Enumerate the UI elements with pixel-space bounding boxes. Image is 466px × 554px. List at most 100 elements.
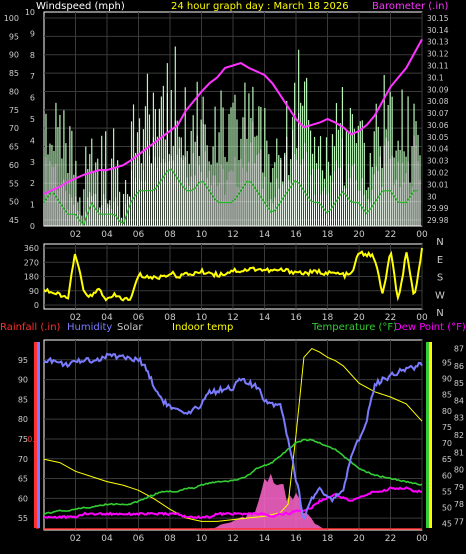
direction-x-label: 18: [322, 313, 334, 323]
wind-baro-x-label: 20: [353, 230, 365, 240]
indoor-temp-tick-label: 78: [454, 500, 464, 509]
humidity-legend: Humidity: [67, 322, 112, 333]
windspeed-inner-tick-label: 2: [30, 179, 35, 188]
windspeed-inner-tick-label: 6: [30, 94, 35, 103]
indoor-temp-tick-label: 79: [454, 483, 464, 492]
compass-label: E: [437, 255, 443, 266]
compass-label: W: [435, 290, 445, 301]
humidity-tick-label: 75: [18, 435, 28, 444]
direction-x-label: 02: [70, 313, 81, 323]
windspeed-tick-label: 100: [4, 14, 19, 23]
direction-tick-label: 90: [29, 287, 39, 296]
temperature-tick-label: 80: [442, 407, 452, 416]
windspeed-inner-tick-label: 5: [30, 115, 35, 124]
indoor-temp-ticks: 77 78 79 80 81 82 83 84 85 86 87: [454, 345, 464, 527]
indoor-temp-tick-label: 85: [454, 379, 464, 388]
indoor-temp-line: [43, 347, 423, 522]
windspeed-tick-label: 70: [9, 124, 19, 133]
temperature-axis-bar: [426, 342, 429, 528]
rainfall-tick-label: 0.1: [27, 435, 40, 444]
windspeed-inner-tick-label: 9: [30, 29, 35, 38]
barometer-tick-label: 30.08: [427, 97, 449, 106]
temperature-tick-label: 60: [442, 471, 452, 480]
windspeed-inner-tick-label: 0: [30, 222, 35, 231]
windspeed-inner-ticks: 0 1 2 3 4 5 6 7 8 9 10: [25, 8, 35, 231]
graph-title: 24 hour graph day : March 18 2026: [171, 1, 349, 12]
barometer-tick-label: 30.01: [427, 180, 449, 189]
windspeed-tick-label: 90: [9, 51, 19, 60]
temperature-tick-label: 85: [442, 391, 452, 400]
temperature-tick-label: 55: [442, 487, 452, 496]
wind-baro-x-label: 02: [70, 230, 81, 240]
wind-baro-x-label: 10: [196, 230, 208, 240]
wind-baro-x-label: 22: [385, 230, 396, 240]
humidity-axis-bar: [37, 342, 40, 528]
direction-x-label: 06: [133, 313, 145, 323]
dew-point-line: [43, 486, 422, 520]
wind-baro-x-label: 00: [416, 230, 428, 240]
temp-humidity-x-label: 22: [385, 534, 396, 544]
indoor-temp-tick-label: 83: [454, 414, 464, 423]
direction-tick-label: 180: [24, 273, 39, 282]
barometer-tick-label: 30.13: [427, 38, 449, 47]
windspeed-tick-label: 75: [9, 106, 19, 115]
indoor-temp-tick-label: 87: [454, 345, 464, 354]
humidity-tick-label: 95: [18, 356, 28, 365]
wind-baro-x-ticks: 02 04 06 08 10 12 14 16 18 20 22 00: [70, 230, 428, 240]
windspeed-tick-label: 55: [9, 179, 19, 188]
direction-x-label: 20: [353, 313, 365, 323]
compass-label: S: [437, 273, 443, 284]
indoor-temp-axis-bar: [429, 342, 432, 528]
direction-x-label: 10: [196, 313, 208, 323]
wind-baro-x-label: 04: [101, 230, 113, 240]
windspeed-inner-tick-label: 8: [30, 51, 35, 60]
temp-humidity-x-label: 16: [290, 534, 302, 544]
barometer-tick-label: 30.07: [427, 109, 449, 118]
solar-legend: Solar: [117, 322, 143, 333]
humidity-tick-label: 80: [18, 415, 28, 424]
temp-humidity-x-label: 00: [416, 534, 428, 544]
direction-degree-ticks: 0 90 180 270 360: [24, 244, 39, 310]
barometer-tick-label: 30: [427, 192, 437, 201]
indoor-temp-tick-label: 84: [454, 396, 464, 405]
temp-humidity-x-label: 12: [227, 534, 238, 544]
barometer-tick-label: 30.14: [427, 26, 449, 35]
rainfall-legend: Rainfall (.in): [0, 322, 61, 333]
indoor-temp-tick-label: 80: [454, 466, 464, 475]
windspeed-tick-label: 45: [9, 216, 19, 225]
indoor-temp-tick-label: 86: [454, 362, 464, 371]
barometer-line: [43, 38, 423, 195]
temperature-tick-label: 50: [442, 503, 452, 512]
temp-humidity-x-label: 14: [259, 534, 271, 544]
temp-humidity-x-ticks: 02 04 06 08 10 12 14 16 18 20 22 00: [70, 534, 428, 544]
wind-baro-x-label: 08: [164, 230, 176, 240]
wind-direction-line: [43, 247, 423, 302]
direction-x-ticks: 02 04 06 08 10 12 14 16 18 20 22 00: [70, 313, 428, 323]
barometer-tick-label: 30.02: [427, 169, 449, 178]
humidity-line: [43, 352, 423, 521]
direction-x-label: 04: [101, 313, 113, 323]
direction-x-label: 08: [164, 313, 176, 323]
windspeed-tick-label: 85: [9, 69, 19, 78]
dew-point-legend: Dew Point (°F): [394, 322, 466, 333]
windspeed-tick-label: 50: [9, 198, 19, 207]
windspeed-inner-tick-label: 4: [30, 136, 35, 145]
compass-label: N: [436, 237, 443, 248]
humidity-tick-label: 90: [18, 376, 28, 385]
barometer-tick-label: 30.03: [427, 157, 449, 166]
temperature-ticks: 45 50 55 60 65 70 75 80 85 90 95: [442, 359, 452, 529]
temperature-legend: Temperature (°F): [311, 322, 397, 333]
direction-x-label: 12: [227, 313, 238, 323]
direction-x-label: 16: [290, 313, 302, 323]
windspeed-tick-label: 95: [9, 32, 19, 41]
direction-tick-label: 270: [24, 258, 39, 267]
temperature-tick-label: 95: [442, 359, 452, 368]
humidity-tick-label: 65: [18, 475, 28, 484]
wind-baro-x-label: 06: [133, 230, 145, 240]
barometer-tick-label: 30.1: [427, 73, 444, 82]
windspeed-inner-tick-label: 3: [30, 158, 35, 167]
indoor-temp-tick-label: 81: [454, 448, 464, 457]
